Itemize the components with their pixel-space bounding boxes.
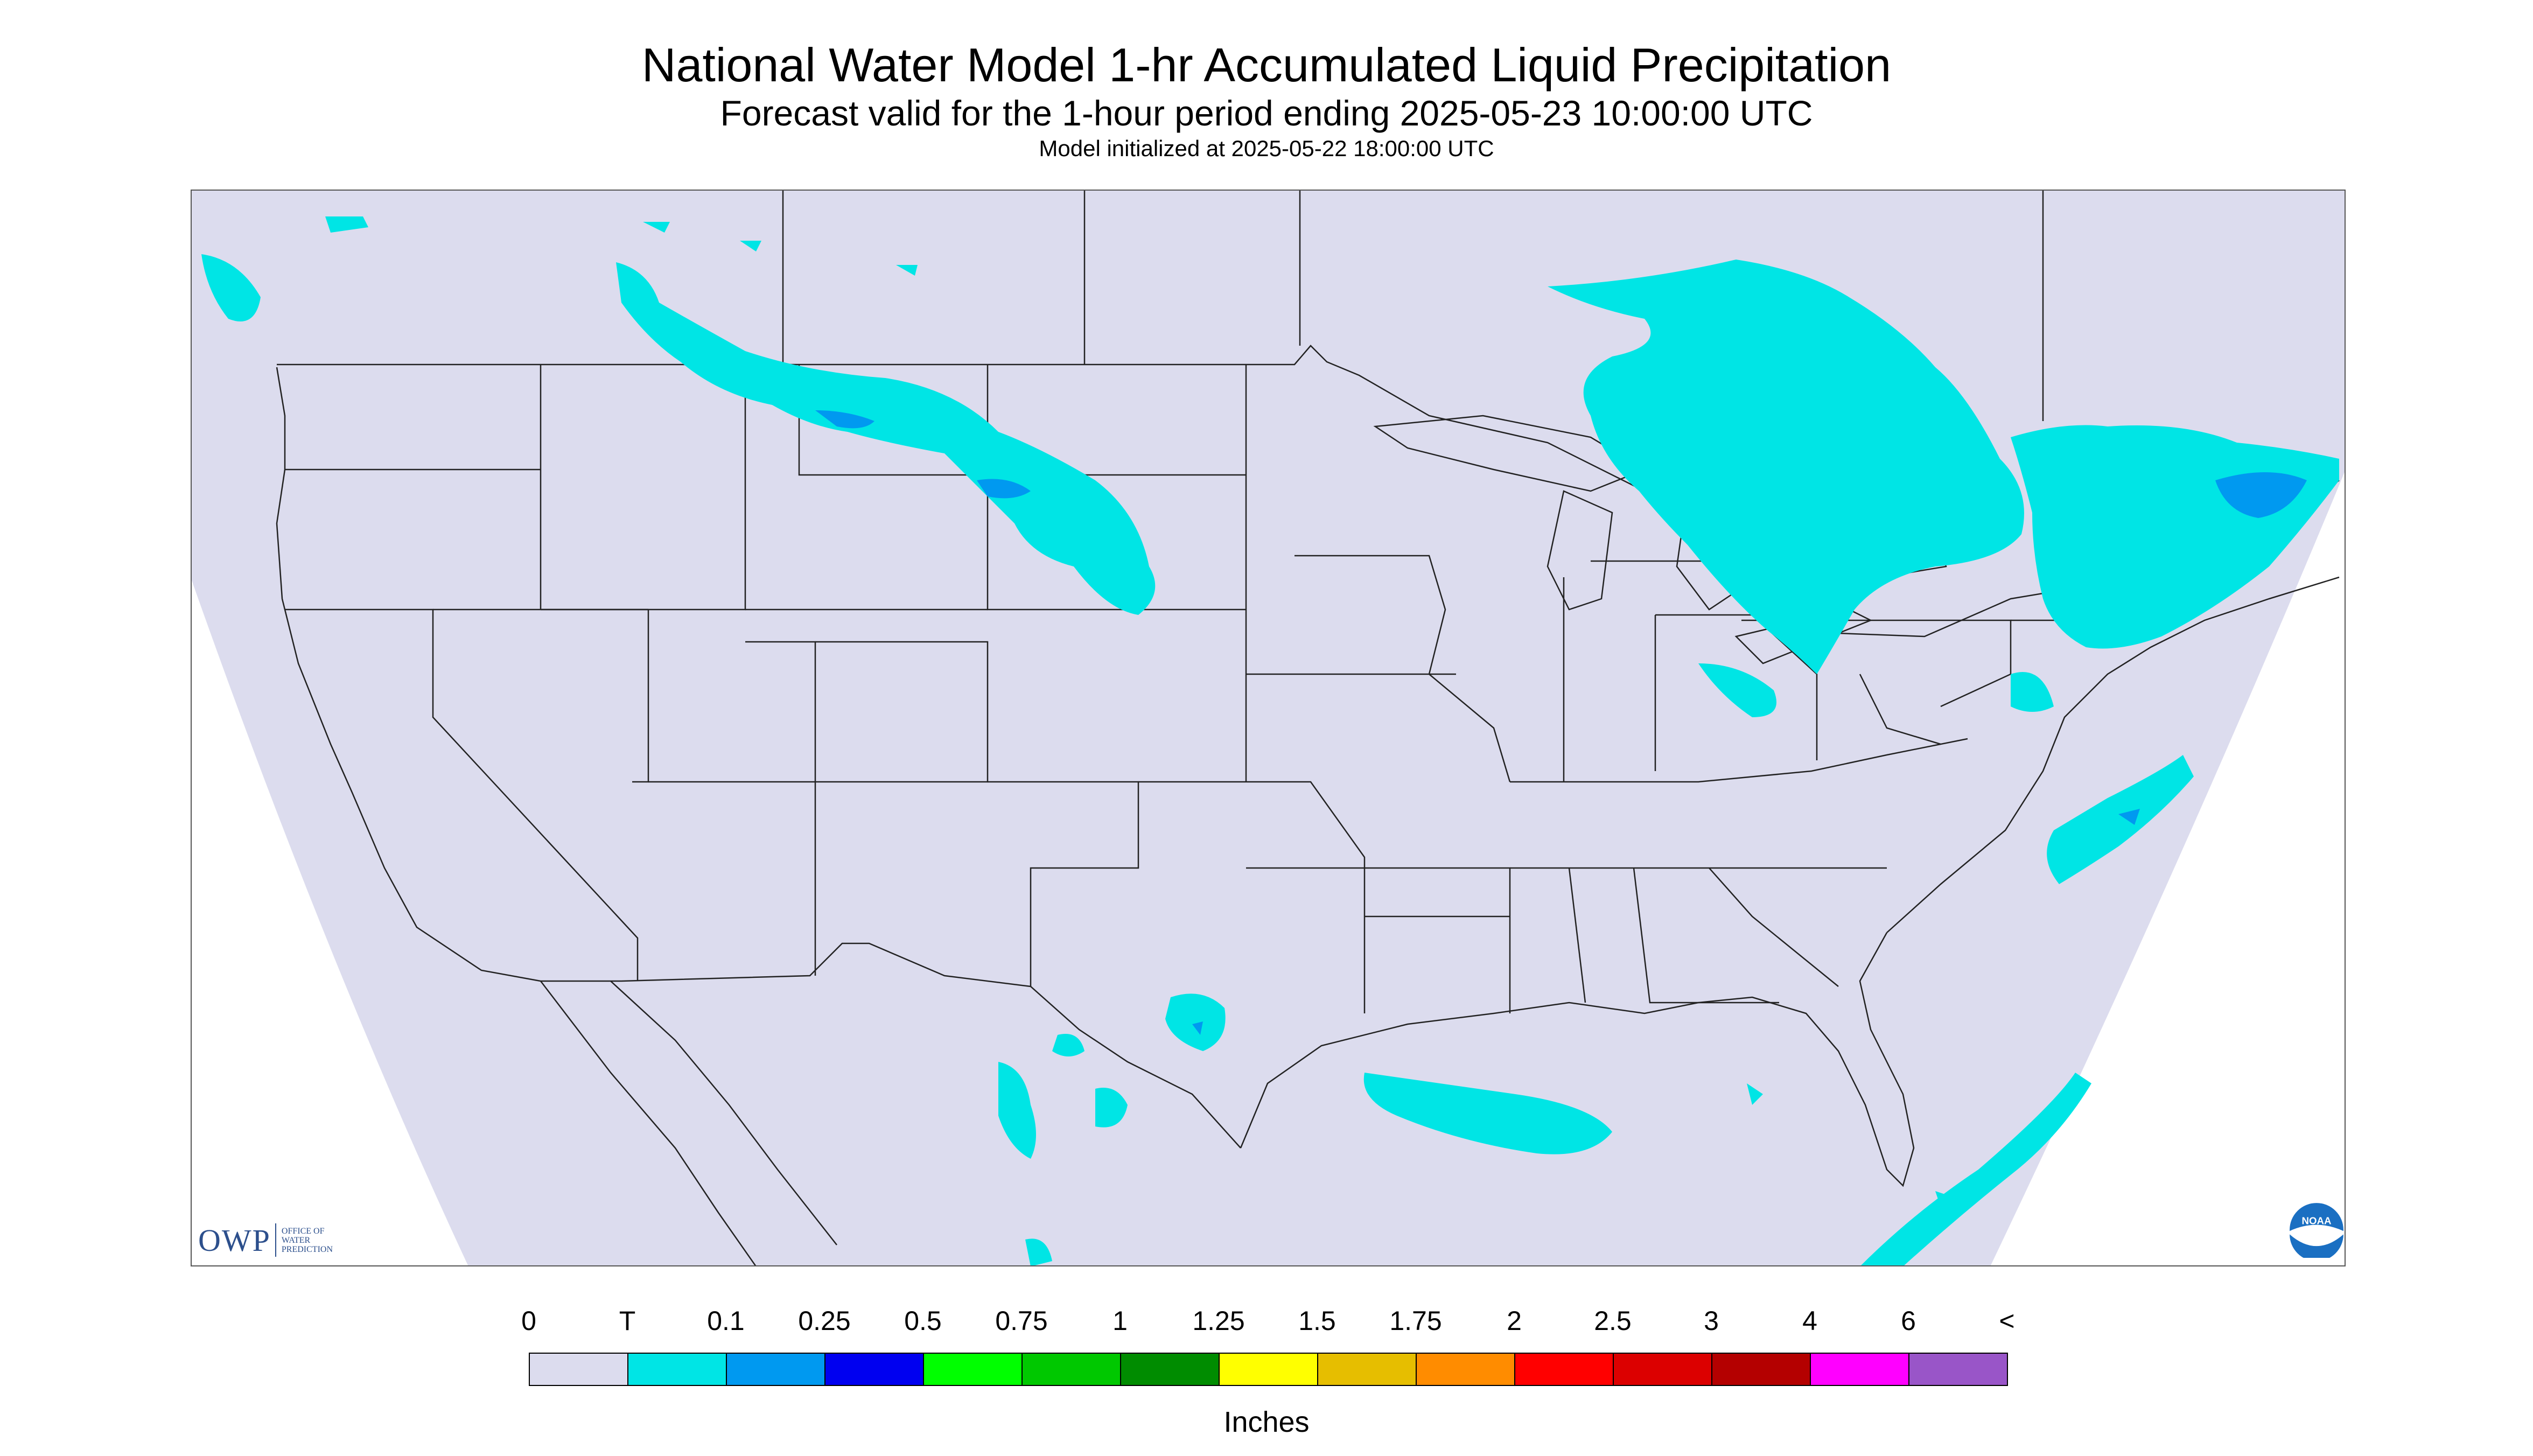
legend-swatch (1908, 1353, 2008, 1386)
legend-label: 1.25 (1192, 1306, 1245, 1336)
legend-swatch (529, 1353, 628, 1386)
owp-logo-line: OFFICE OF (281, 1226, 325, 1236)
legend-swatch (1514, 1353, 1614, 1386)
legend-swatch (1613, 1353, 1712, 1386)
legend-swatch (1416, 1353, 1515, 1386)
legend-swatch (1317, 1353, 1417, 1386)
legend-swatch (1711, 1353, 1811, 1386)
legend-label: 4 (1802, 1306, 1817, 1336)
legend-swatch (1120, 1353, 1220, 1386)
legend-label: 1.75 (1389, 1306, 1442, 1336)
legend-swatch (1021, 1353, 1121, 1386)
legend-label: 2.5 (1594, 1306, 1632, 1336)
map-subtitle: Forecast valid for the 1-hour period end… (720, 93, 1813, 133)
owp-logo-abbrev: OWP (198, 1222, 271, 1258)
legend-label: 1 (1112, 1306, 1128, 1336)
model-domain (191, 190, 2346, 1266)
legend-label: T (619, 1306, 636, 1336)
model-init-time: Model initialized at 2025-05-22 18:00:00… (1039, 136, 1494, 161)
legend-swatch (726, 1353, 825, 1386)
map-title: National Water Model 1-hr Accumulated Li… (641, 38, 1892, 92)
legend-units: Inches (1223, 1406, 1310, 1438)
noaa-logo-text: NOAA (2301, 1215, 2332, 1227)
owp-logo: OWP OFFICE OF WATER PREDICTION (198, 1221, 333, 1259)
legend-swatch (923, 1353, 1023, 1386)
legend-label: 0.5 (904, 1306, 942, 1336)
noaa-logo-icon: NOAA (2290, 1203, 2343, 1258)
legend-swatch (1219, 1353, 1318, 1386)
legend-label: 0 (521, 1306, 536, 1336)
legend-label: 0.1 (707, 1306, 745, 1336)
owp-logo-text: OFFICE OF WATER PREDICTION (282, 1227, 333, 1254)
legend-label: 0.25 (798, 1306, 851, 1336)
owp-logo-line: PREDICTION (281, 1244, 333, 1254)
legend-label: 2 (1507, 1306, 1522, 1336)
legend-swatch (824, 1353, 924, 1386)
legend-label: 0.75 (995, 1306, 1048, 1336)
precipitation-light (201, 216, 2339, 1266)
legend-label: 1.5 (1298, 1306, 1336, 1336)
precipitation-moderate (815, 410, 2307, 1035)
owp-logo-line: WATER (281, 1235, 311, 1245)
owp-logo-divider (275, 1223, 276, 1257)
precipitation-map (191, 190, 2346, 1266)
legend-swatch (1810, 1353, 1909, 1386)
map-border (191, 190, 2346, 1266)
legend-label: 3 (1704, 1306, 1719, 1336)
legend-label: < (1999, 1306, 2015, 1336)
legend-label: 6 (1901, 1306, 1916, 1336)
legend-swatch (627, 1353, 727, 1386)
